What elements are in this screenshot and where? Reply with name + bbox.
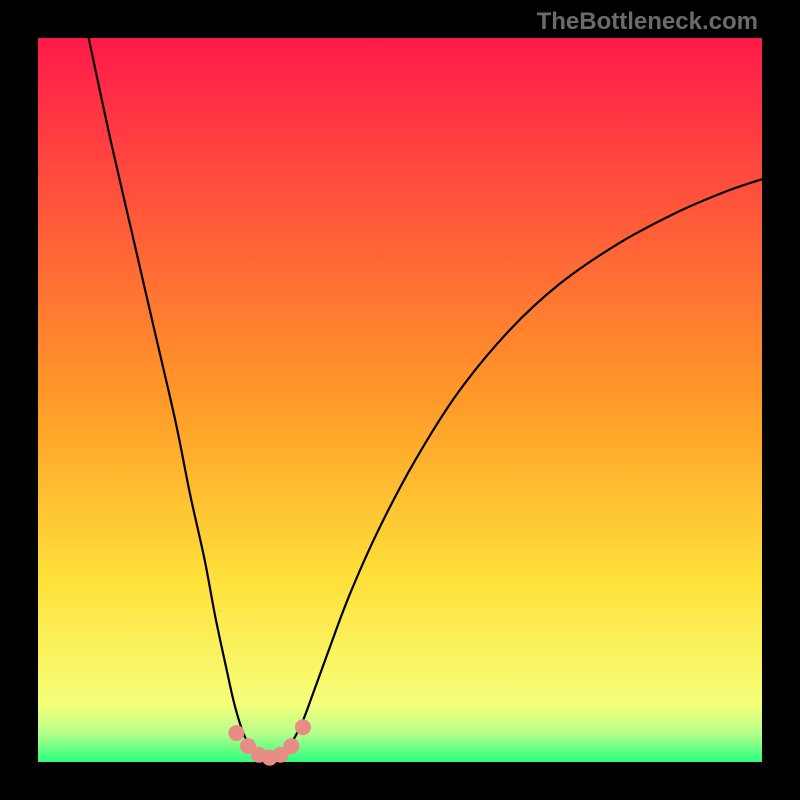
trough-marker: [228, 725, 244, 741]
trough-marker: [283, 738, 299, 754]
chart-overlay: [0, 0, 800, 800]
bottleneck-curve: [89, 38, 762, 758]
trough-marker: [295, 719, 311, 735]
